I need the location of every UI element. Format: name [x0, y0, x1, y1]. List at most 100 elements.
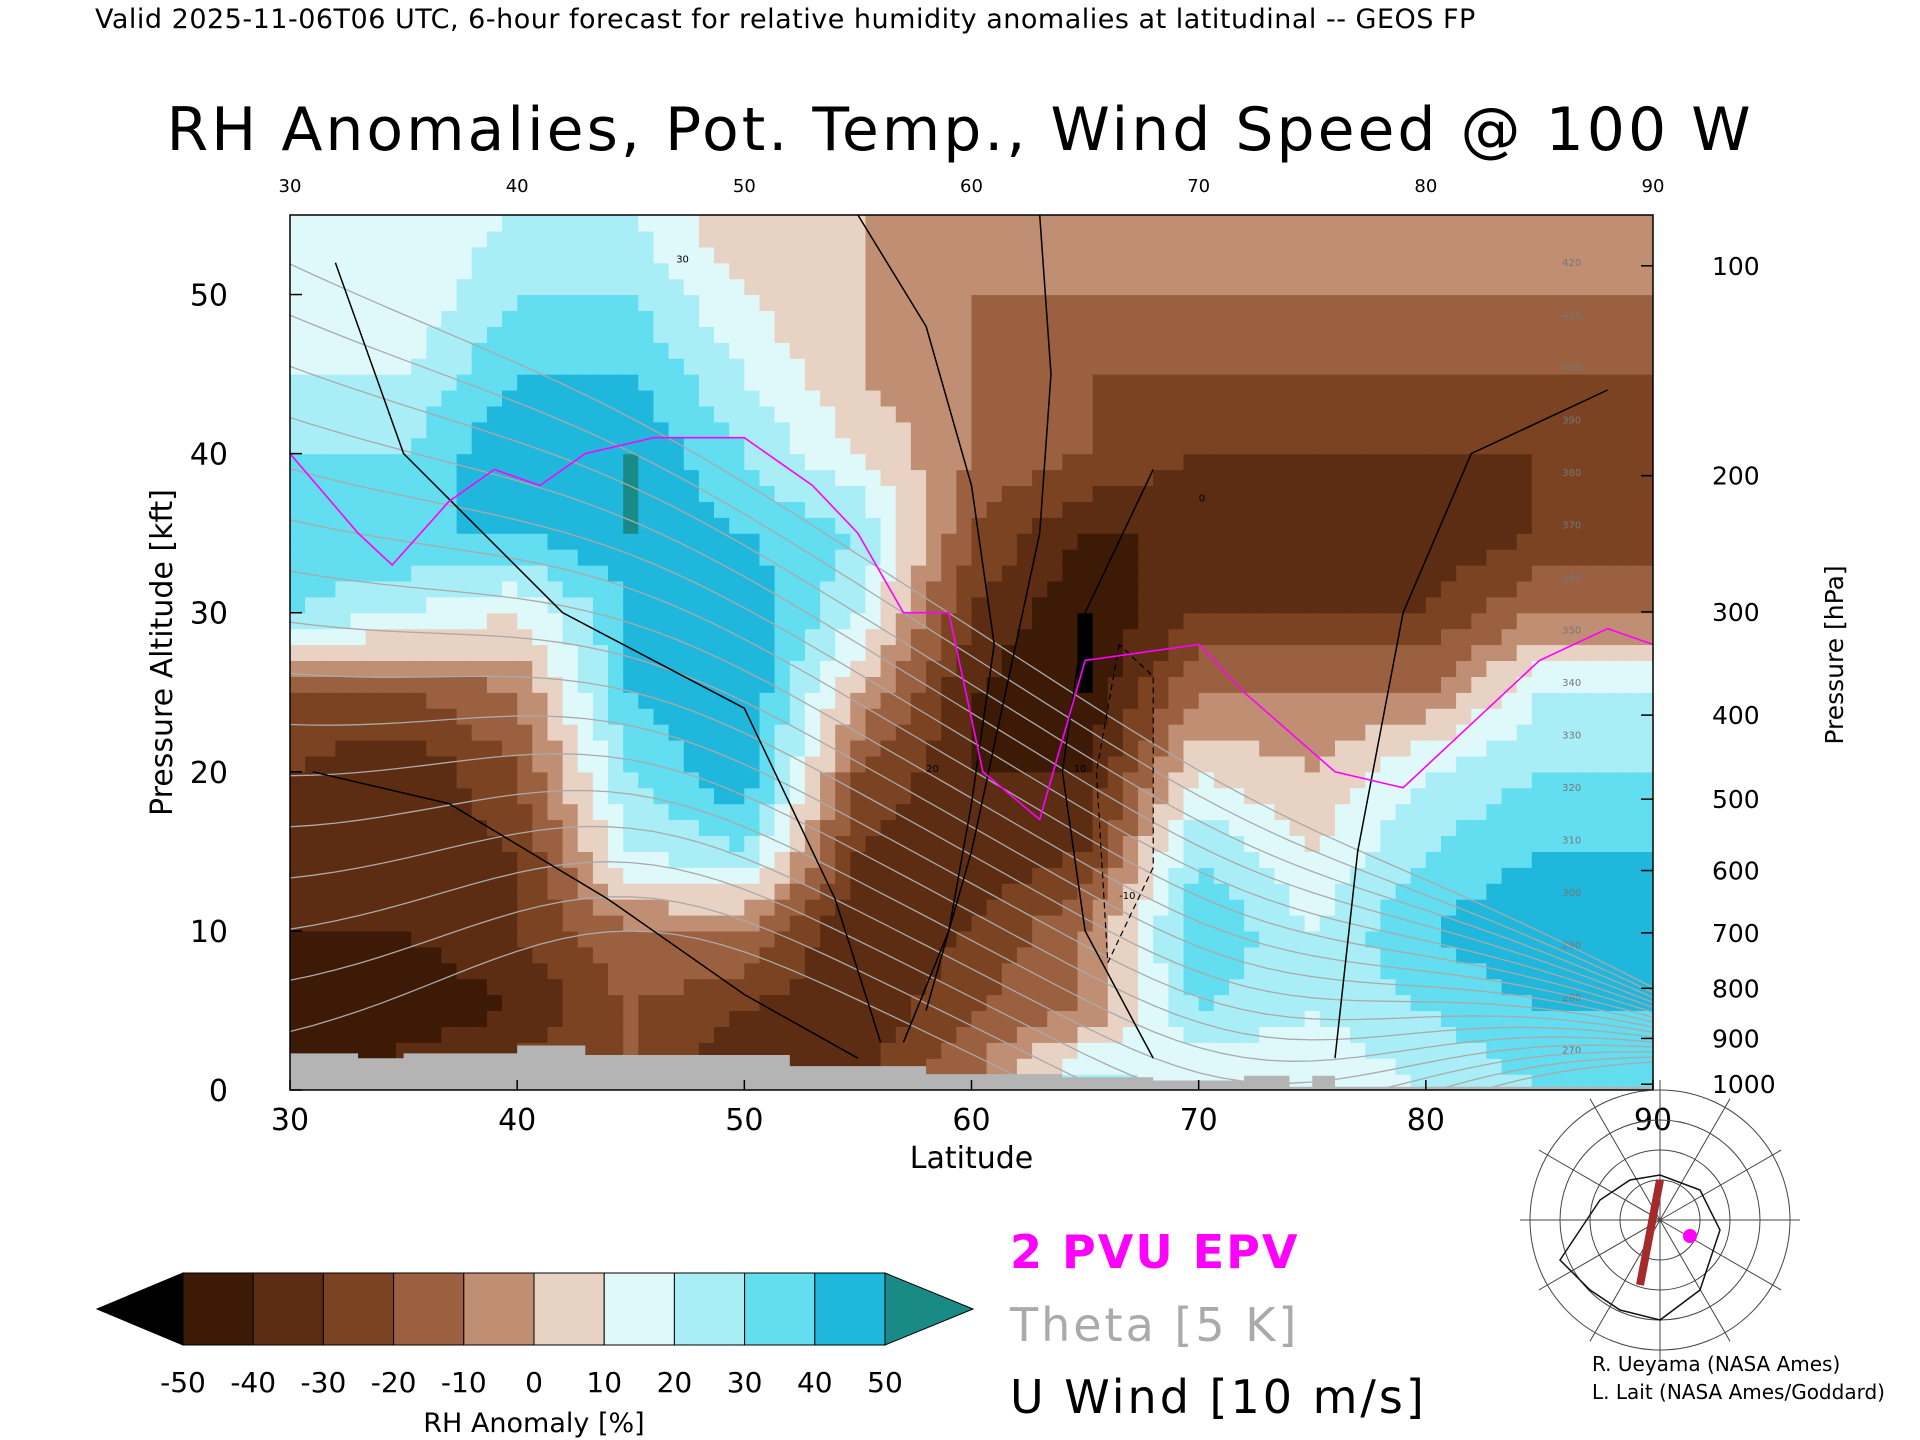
theta-label: 310: [1562, 835, 1581, 846]
pressure-tick-label: 700: [1712, 919, 1760, 948]
top-tick-label: 80: [1414, 176, 1437, 197]
colorbar-tick-label: -20: [371, 1366, 417, 1399]
x-tick-label: 30: [271, 1103, 309, 1138]
theta-label: 300: [1562, 888, 1581, 899]
theta-label: 400: [1562, 363, 1581, 374]
theta-contour: [290, 519, 1653, 1013]
credit-1: R. Ueyama (NASA Ames): [1592, 1352, 1841, 1376]
inset-meridian: [1538, 1219, 1661, 1291]
x-axis-label: Latitude: [910, 1141, 1033, 1176]
terrain-mask: [290, 1045, 1653, 1090]
pressure-tick-label: 300: [1712, 598, 1760, 627]
theta-contour: [290, 789, 1653, 1062]
wind-label: 0: [1199, 493, 1205, 504]
top-tick-label: 70: [1187, 176, 1210, 197]
wind-contour: [1334, 389, 1608, 1059]
colorbar-tick-label: 10: [586, 1366, 622, 1399]
theta-label: 370: [1562, 520, 1581, 531]
colorbar-bin: [673, 1272, 746, 1346]
wind-contour: [334, 262, 882, 1043]
theta-label: 410: [1562, 310, 1581, 321]
theta-contour: [290, 753, 1653, 1041]
colorbar-bin: [603, 1272, 675, 1346]
legend-pvu: 2 PVU EPV: [1010, 1225, 1300, 1279]
pressure-tick-label: 100: [1712, 252, 1760, 281]
wind-contour: [1061, 469, 1154, 1059]
x-tick-label: 50: [725, 1103, 763, 1138]
colorbar-tick-label: -50: [160, 1366, 206, 1399]
pressure-tick-label: 800: [1712, 974, 1760, 1003]
theta-label: 290: [1562, 940, 1581, 951]
theta-label: 420: [1562, 258, 1581, 269]
y2-axis-label: Pressure [hPa]: [1820, 565, 1849, 744]
theta-contour: [290, 672, 1653, 1028]
theta-label: 380: [1562, 468, 1581, 479]
theta-label: 270: [1562, 1045, 1581, 1056]
pvu-contour: [290, 436, 1653, 821]
legend-theta: Theta [5 K]: [1010, 1298, 1300, 1352]
theta-contour: [290, 825, 1653, 1084]
colorbar-max-arrow: [884, 1272, 975, 1346]
top-tick-label: 50: [733, 176, 756, 197]
theta-label: 330: [1562, 730, 1581, 741]
y-tick-label: 40: [190, 438, 228, 473]
pressure-tick-label: 500: [1712, 785, 1760, 814]
theta-contour: [290, 930, 1653, 1090]
pressure-tick-label: 1000: [1712, 1070, 1776, 1099]
colorbar-tick-label: 0: [525, 1366, 543, 1399]
inset-meridian: [1659, 1098, 1731, 1221]
colorbar-tick-label: 30: [727, 1366, 763, 1399]
inset-map: [1520, 1080, 1800, 1360]
inset-transect-line: [1636, 1179, 1664, 1286]
x-tick-label: 70: [1180, 1103, 1218, 1138]
inset-meridian: [1589, 1098, 1661, 1221]
theta-contour: [290, 896, 1653, 1090]
top-tick-label: 30: [279, 176, 302, 197]
colorbar-tick-label: 50: [867, 1366, 903, 1399]
theta-label: 280: [1562, 993, 1581, 1004]
colorbar-bin: [322, 1272, 395, 1346]
y-tick-label: 0: [209, 1074, 228, 1109]
theta-contour: [290, 365, 1653, 998]
theta-label: 390: [1562, 415, 1581, 426]
theta-contour: [290, 715, 1653, 1033]
wind-label: -10: [1119, 891, 1135, 902]
y-tick-label: 10: [190, 915, 228, 950]
theta-contour: [290, 861, 1653, 1090]
wind-contour-negative: [1095, 643, 1154, 963]
colorbar-bin: [252, 1272, 324, 1346]
wind-contour: [312, 771, 859, 1059]
x-tick-label: 80: [1407, 1103, 1445, 1138]
theta-contour: [290, 314, 1653, 994]
top-tick-label: 90: [1642, 176, 1665, 197]
pressure-tick-label: 600: [1712, 857, 1760, 886]
colorbar-tick-label: 20: [657, 1366, 693, 1399]
pressure-tick-label: 400: [1712, 701, 1760, 730]
colorbar-bin: [182, 1272, 254, 1346]
colorbar-tick-label: -30: [301, 1366, 347, 1399]
colorbar-tick-label: -40: [230, 1366, 276, 1399]
inset-meridian: [1659, 1219, 1731, 1342]
theta-contour: [290, 263, 1653, 989]
y-tick-label: 20: [190, 756, 228, 791]
colorbar-tick-label: 40: [797, 1366, 833, 1399]
colorbar-bin: [744, 1272, 816, 1346]
wind-label: 30: [676, 255, 689, 266]
wind-label: 20: [926, 764, 939, 775]
inset-coastline: [1559, 1174, 1721, 1321]
top-tick-label: 40: [506, 176, 529, 197]
pressure-tick-label: 900: [1712, 1024, 1760, 1053]
legend-wind: U Wind [10 m/s]: [1010, 1370, 1427, 1424]
y-tick-label: 30: [190, 597, 228, 632]
inset-meridian: [1538, 1149, 1661, 1221]
inset-meridian: [1659, 1149, 1782, 1221]
theta-label: 340: [1562, 678, 1581, 689]
colorbar-min-arrow: [95, 1272, 184, 1346]
credit-2: L. Lait (NASA Ames/Goddard): [1592, 1380, 1885, 1404]
y-axis-label: Pressure Altitude [kft]: [145, 489, 180, 816]
wind-label: 10: [1074, 764, 1087, 775]
theta-contour: [290, 570, 1653, 1018]
theta-contour: [290, 416, 1653, 1004]
colorbar-bin: [393, 1272, 465, 1346]
